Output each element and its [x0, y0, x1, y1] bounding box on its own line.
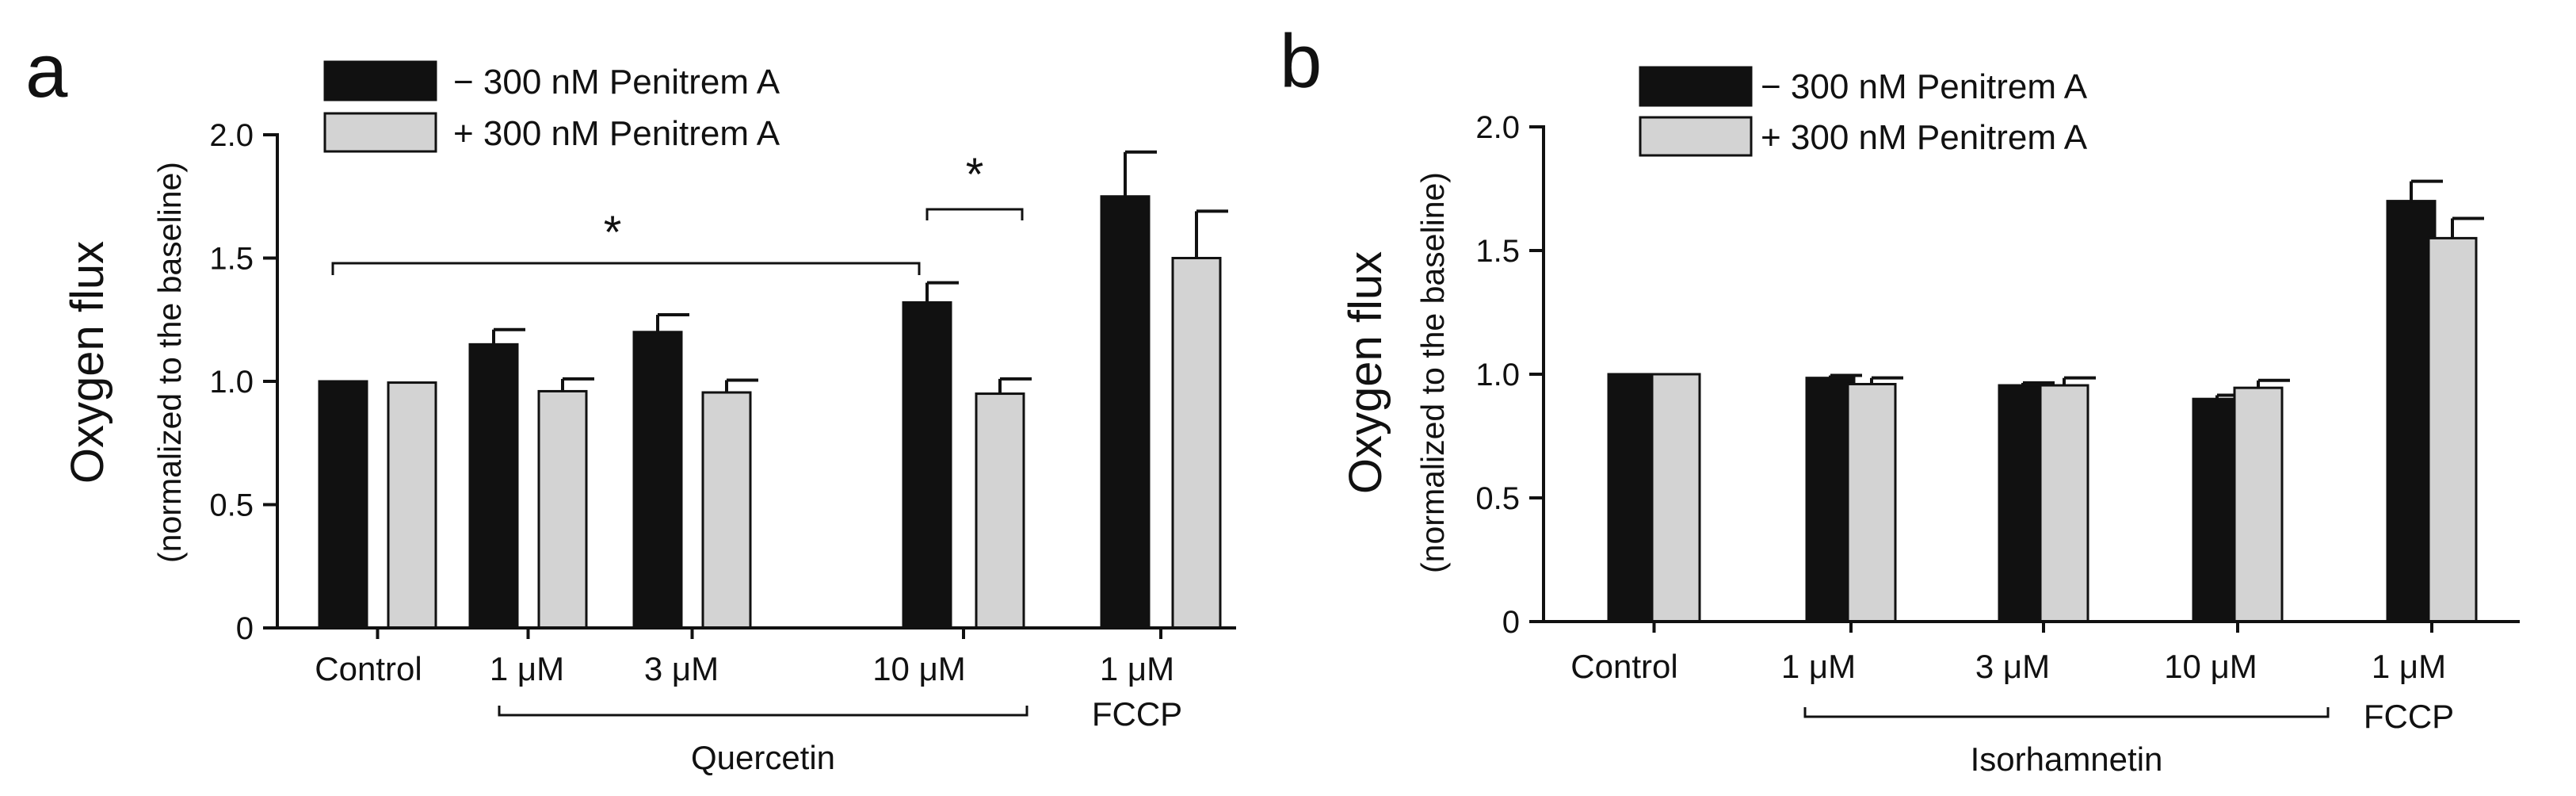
- panel-b-letter: b: [1280, 19, 1322, 104]
- panel-a-bar-s0-g3: [902, 300, 952, 630]
- panel-a-bar-s1-g2: [701, 391, 752, 630]
- panel-a-ytick-2: 1.0: [209, 365, 254, 400]
- panel-b-yticks: 0 0.5 1.0 1.5 2.0: [1475, 110, 1520, 640]
- panel-b-group-label: Isorhamnetin: [1971, 741, 2163, 778]
- panel-a-ytick-1: 0.5: [209, 488, 254, 523]
- panel-a-bar-s0-g0: [318, 380, 368, 630]
- panel-b-ytick-4: 2.0: [1475, 110, 1520, 145]
- panel-a-ytick-0: 0: [236, 611, 254, 646]
- panel-a-cat-fccp-dose: 1 μM: [1100, 650, 1174, 687]
- panel-a-sig-star-long: *: [604, 207, 622, 258]
- panel-a-group-bracket: [498, 706, 1028, 717]
- panel-a-category-labels: Control 1 μM 3 μM 10 μM 1 μM FCCP: [315, 650, 1182, 733]
- panel-a-bars: [318, 150, 1228, 630]
- panel-a-letter: a: [25, 29, 68, 113]
- panel-b-ylabel-sub: (normalized to the baseline): [1414, 172, 1451, 573]
- panel-b-category-labels: Control 1 μM 3 μM 10 μM 1 μM FCCP: [1570, 648, 2454, 735]
- panel-b-cat-fccp-dose: 1 μM: [2372, 648, 2446, 685]
- panel-b-legend-swatch-plus: [1639, 116, 1753, 157]
- panel-a-legend-minus-label: − 300 nM Penitrem A: [453, 63, 780, 101]
- panel-a-sig-bracket-short: [925, 208, 1024, 220]
- panel-b-bar-s1-g1: [1846, 382, 1897, 623]
- panel-b-cat-10um: 10 μM: [2164, 648, 2257, 685]
- panel-a-ylabel: Oxygen flux: [62, 241, 113, 484]
- panel-a-bar-s1-g4: [1171, 257, 1222, 630]
- panel-b-legend-minus-label: − 300 nM Penitrem A: [1761, 67, 2088, 106]
- panel-a-bar-s1-g3: [975, 392, 1025, 630]
- panel-a-bar-s0-g2: [632, 331, 683, 630]
- panel-b-legend-swatch-minus: [1639, 66, 1753, 107]
- panel-a-sig-bracket-long: [331, 262, 921, 275]
- panel-b-cat-control: Control: [1570, 648, 1677, 685]
- panel-b-bar-s1-g2: [2039, 384, 2089, 623]
- panel-b-ytick-1: 0.5: [1475, 481, 1520, 516]
- panel-b-cat-3um: 3 μM: [1975, 648, 2050, 685]
- panel-b-ytick-0: 0: [1502, 605, 1520, 640]
- panel-a-legend-plus-label: + 300 nM Penitrem A: [453, 114, 780, 153]
- panel-b-bar-s0-g1: [1805, 377, 1856, 623]
- panel-a-legend: − 300 nM Penitrem A + 300 nM Penitrem A: [323, 60, 780, 153]
- panel-b-bar-s1-g3: [2233, 386, 2284, 623]
- panel-a-bar-s1-g1: [537, 389, 588, 630]
- panel-b-ytick-2: 1.0: [1475, 358, 1520, 392]
- panel-a-yticks: 0 0.5 1.0 1.5 2.0: [209, 118, 254, 646]
- panel-a-sig-star-short: *: [966, 149, 984, 201]
- panel-a-cat-1um: 1 μM: [490, 650, 564, 687]
- panel-a-ylabel-sub: (normalized to the baseline): [151, 162, 188, 563]
- panel-b-bars: [1607, 179, 2484, 623]
- panel-a-bar-s0-g1: [468, 343, 519, 630]
- panel-a-legend-swatch-plus: [323, 112, 437, 153]
- panel-b-group-bracket: [1803, 707, 2330, 718]
- panel-a-bar-s0-g4: [1100, 195, 1151, 630]
- panel-b-legend: − 300 nM Penitrem A + 300 nM Penitrem A: [1639, 66, 2088, 157]
- panel-b-bar-s1-g0: [1651, 373, 1701, 623]
- panel-b-cat-fccp: FCCP: [2364, 698, 2454, 735]
- panel-a-ytick-3: 1.5: [209, 242, 254, 277]
- panel-a: a − 300 nM Penitrem A + 300 nM Penitrem …: [25, 29, 1236, 776]
- panel-a-ytick-4: 2.0: [209, 118, 254, 153]
- panel-b-bar-s1-g4: [2427, 236, 2478, 623]
- panel-b-ytick-3: 1.5: [1475, 234, 1520, 269]
- panel-b-bar-s0-g0: [1607, 373, 1658, 623]
- panel-a-cat-10um: 10 μM: [872, 650, 966, 687]
- panel-a-group-label: Quercetin: [691, 739, 835, 776]
- panel-a-bar-s1-g0: [387, 381, 437, 630]
- panel-a-legend-swatch-minus: [323, 60, 437, 101]
- panel-b-legend-plus-label: + 300 nM Penitrem A: [1761, 118, 2088, 157]
- panel-a-cat-3um: 3 μM: [644, 650, 719, 687]
- panel-b-ylabel: Oxygen flux: [1340, 251, 1391, 494]
- panel-b: b − 300 nM Penitrem A + 300 nM Penitrem …: [1280, 19, 2520, 778]
- panel-a-cat-control: Control: [315, 650, 422, 687]
- panel-a-cat-fccp: FCCP: [1092, 695, 1182, 733]
- panel-b-cat-1um: 1 μM: [1781, 648, 1856, 685]
